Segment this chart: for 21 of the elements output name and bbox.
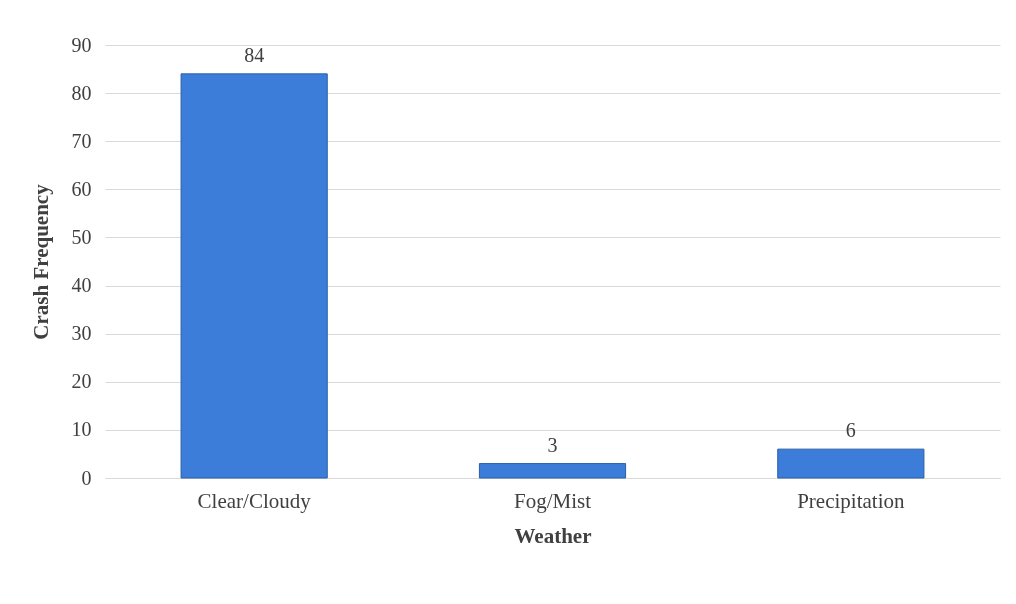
y-tick-label: 90 — [71, 33, 92, 56]
bar — [777, 448, 925, 479]
bar — [180, 73, 328, 479]
y-tick-label: 60 — [71, 177, 92, 200]
y-tick-label: 50 — [71, 225, 92, 248]
data-label: 84 — [244, 43, 265, 66]
y-tick-label: 80 — [71, 81, 92, 104]
x-axis-title: Weather — [514, 523, 592, 548]
data-label: 6 — [845, 419, 856, 442]
x-tick-label: Clear/Cloudy — [197, 488, 312, 513]
y-tick-label: 0 — [81, 466, 92, 489]
y-tick-label: 70 — [71, 129, 92, 152]
y-axis-title: Crash Frequency — [28, 183, 53, 340]
data-label: 3 — [547, 433, 558, 456]
y-tick-label: 20 — [71, 370, 92, 393]
x-tick-label: Fog/Mist — [513, 488, 592, 513]
x-tick-label: Precipitation — [797, 488, 905, 513]
y-tick-label: 30 — [71, 322, 92, 345]
bar — [478, 463, 627, 479]
y-tick-label: 40 — [71, 274, 92, 297]
y-tick-label: 10 — [71, 418, 92, 441]
